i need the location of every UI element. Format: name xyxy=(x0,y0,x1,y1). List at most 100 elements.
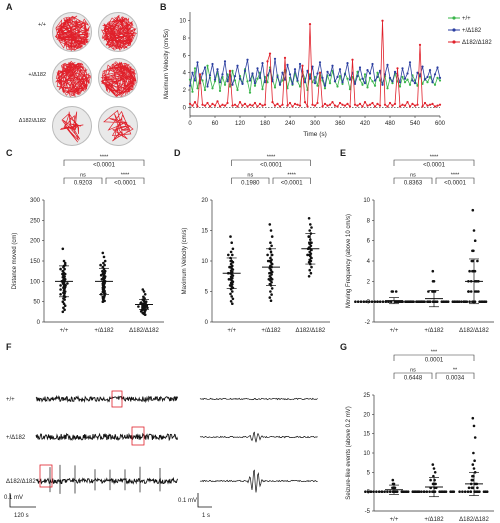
data-point xyxy=(368,72,372,75)
data-point xyxy=(416,103,419,106)
data-point xyxy=(436,66,439,69)
significance-label: ns xyxy=(80,173,86,179)
data-point xyxy=(228,85,232,88)
data-point xyxy=(396,67,399,70)
data-point xyxy=(308,241,311,244)
data-point xyxy=(431,463,435,466)
data-point xyxy=(333,80,337,83)
data-point xyxy=(401,103,404,106)
y-tick-label: 2 xyxy=(183,88,187,94)
track-path xyxy=(54,15,90,51)
data-point xyxy=(356,75,359,78)
data-point xyxy=(426,81,429,84)
y-tick-label: -5 xyxy=(365,509,371,515)
data-point xyxy=(470,259,474,263)
x-tick-label: Δ182/Δ182 xyxy=(129,328,159,334)
data-point xyxy=(362,300,366,303)
data-point xyxy=(191,90,194,93)
data-point xyxy=(426,104,429,107)
x-tick-label: 600 xyxy=(435,121,446,127)
data-point xyxy=(59,288,62,291)
data-point xyxy=(303,81,307,84)
data-point xyxy=(291,105,294,108)
data-point xyxy=(227,278,231,281)
x-tick-label: 480 xyxy=(385,121,396,127)
data-point xyxy=(143,313,147,316)
data-point xyxy=(336,105,339,108)
data-point xyxy=(458,490,461,493)
data-point xyxy=(338,68,342,71)
data-point xyxy=(229,235,232,238)
data-point xyxy=(296,103,299,106)
data-point xyxy=(461,490,464,493)
data-point xyxy=(270,253,274,257)
data-point xyxy=(223,104,227,107)
panel-label-f: F xyxy=(6,342,12,352)
data-point xyxy=(269,299,273,302)
data-point xyxy=(409,300,413,303)
data-point xyxy=(378,69,382,72)
y-tick-label: 5 xyxy=(205,290,209,296)
data-point xyxy=(375,490,378,493)
significance-bracket xyxy=(63,177,103,184)
data-point xyxy=(354,300,357,303)
data-point xyxy=(278,83,282,86)
data-point xyxy=(431,102,434,105)
data-point xyxy=(281,71,284,74)
data-point xyxy=(283,78,287,81)
y-tick-label: 6 xyxy=(183,53,187,59)
data-point xyxy=(446,300,450,303)
data-point xyxy=(258,102,262,105)
data-point xyxy=(415,300,418,303)
significance-bracket xyxy=(272,177,311,184)
data-point xyxy=(393,102,397,105)
p-value: <0.0001 xyxy=(281,181,304,187)
data-point xyxy=(316,72,319,75)
data-point xyxy=(281,103,284,106)
data-point xyxy=(273,104,277,107)
data-point xyxy=(266,253,269,257)
x-tick-label: +/+ xyxy=(60,328,69,334)
data-point xyxy=(308,229,311,232)
data-point xyxy=(59,267,62,271)
panel-label-g: G xyxy=(340,342,348,352)
data-point xyxy=(386,63,389,66)
data-point xyxy=(248,91,252,94)
data-point xyxy=(431,269,435,273)
data-point xyxy=(61,247,65,251)
data-point xyxy=(485,490,489,493)
data-point xyxy=(273,57,277,60)
track-circle xyxy=(98,106,138,146)
y-tick-label: 50 xyxy=(33,300,40,306)
data-point xyxy=(406,78,409,81)
data-point xyxy=(371,101,374,105)
data-point xyxy=(231,260,235,264)
data-point xyxy=(321,76,324,79)
y-tick-label: 0 xyxy=(205,320,209,326)
genotype-label-hom: Δ182/Δ182 xyxy=(18,118,46,124)
data-point xyxy=(323,102,327,105)
data-point xyxy=(308,77,312,80)
data-point xyxy=(346,77,349,80)
data-point xyxy=(266,60,269,63)
data-point xyxy=(310,265,313,269)
data-point xyxy=(383,490,386,493)
y-tick-label: 200 xyxy=(30,239,41,245)
data-point xyxy=(309,271,313,275)
data-point xyxy=(213,78,217,81)
scale-right-voltage: 0.1 mV xyxy=(178,498,197,504)
data-point xyxy=(394,290,398,293)
data-point xyxy=(208,74,212,77)
data-point xyxy=(472,229,476,232)
data-point xyxy=(463,490,467,493)
data-point xyxy=(216,100,219,103)
significance-bracket xyxy=(63,159,145,166)
data-point xyxy=(431,290,434,293)
data-point xyxy=(223,60,227,63)
zoomed-trace xyxy=(199,431,318,443)
genotype-label-het: +/Δ182 xyxy=(28,72,46,78)
significance-bracket xyxy=(393,159,475,166)
data-point xyxy=(398,81,402,84)
data-point xyxy=(433,73,437,76)
data-point xyxy=(306,253,309,257)
